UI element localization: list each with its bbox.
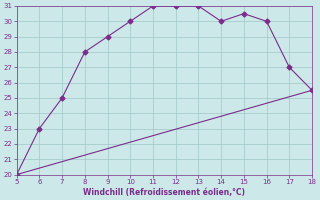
X-axis label: Windchill (Refroidissement éolien,°C): Windchill (Refroidissement éolien,°C) bbox=[83, 188, 245, 197]
